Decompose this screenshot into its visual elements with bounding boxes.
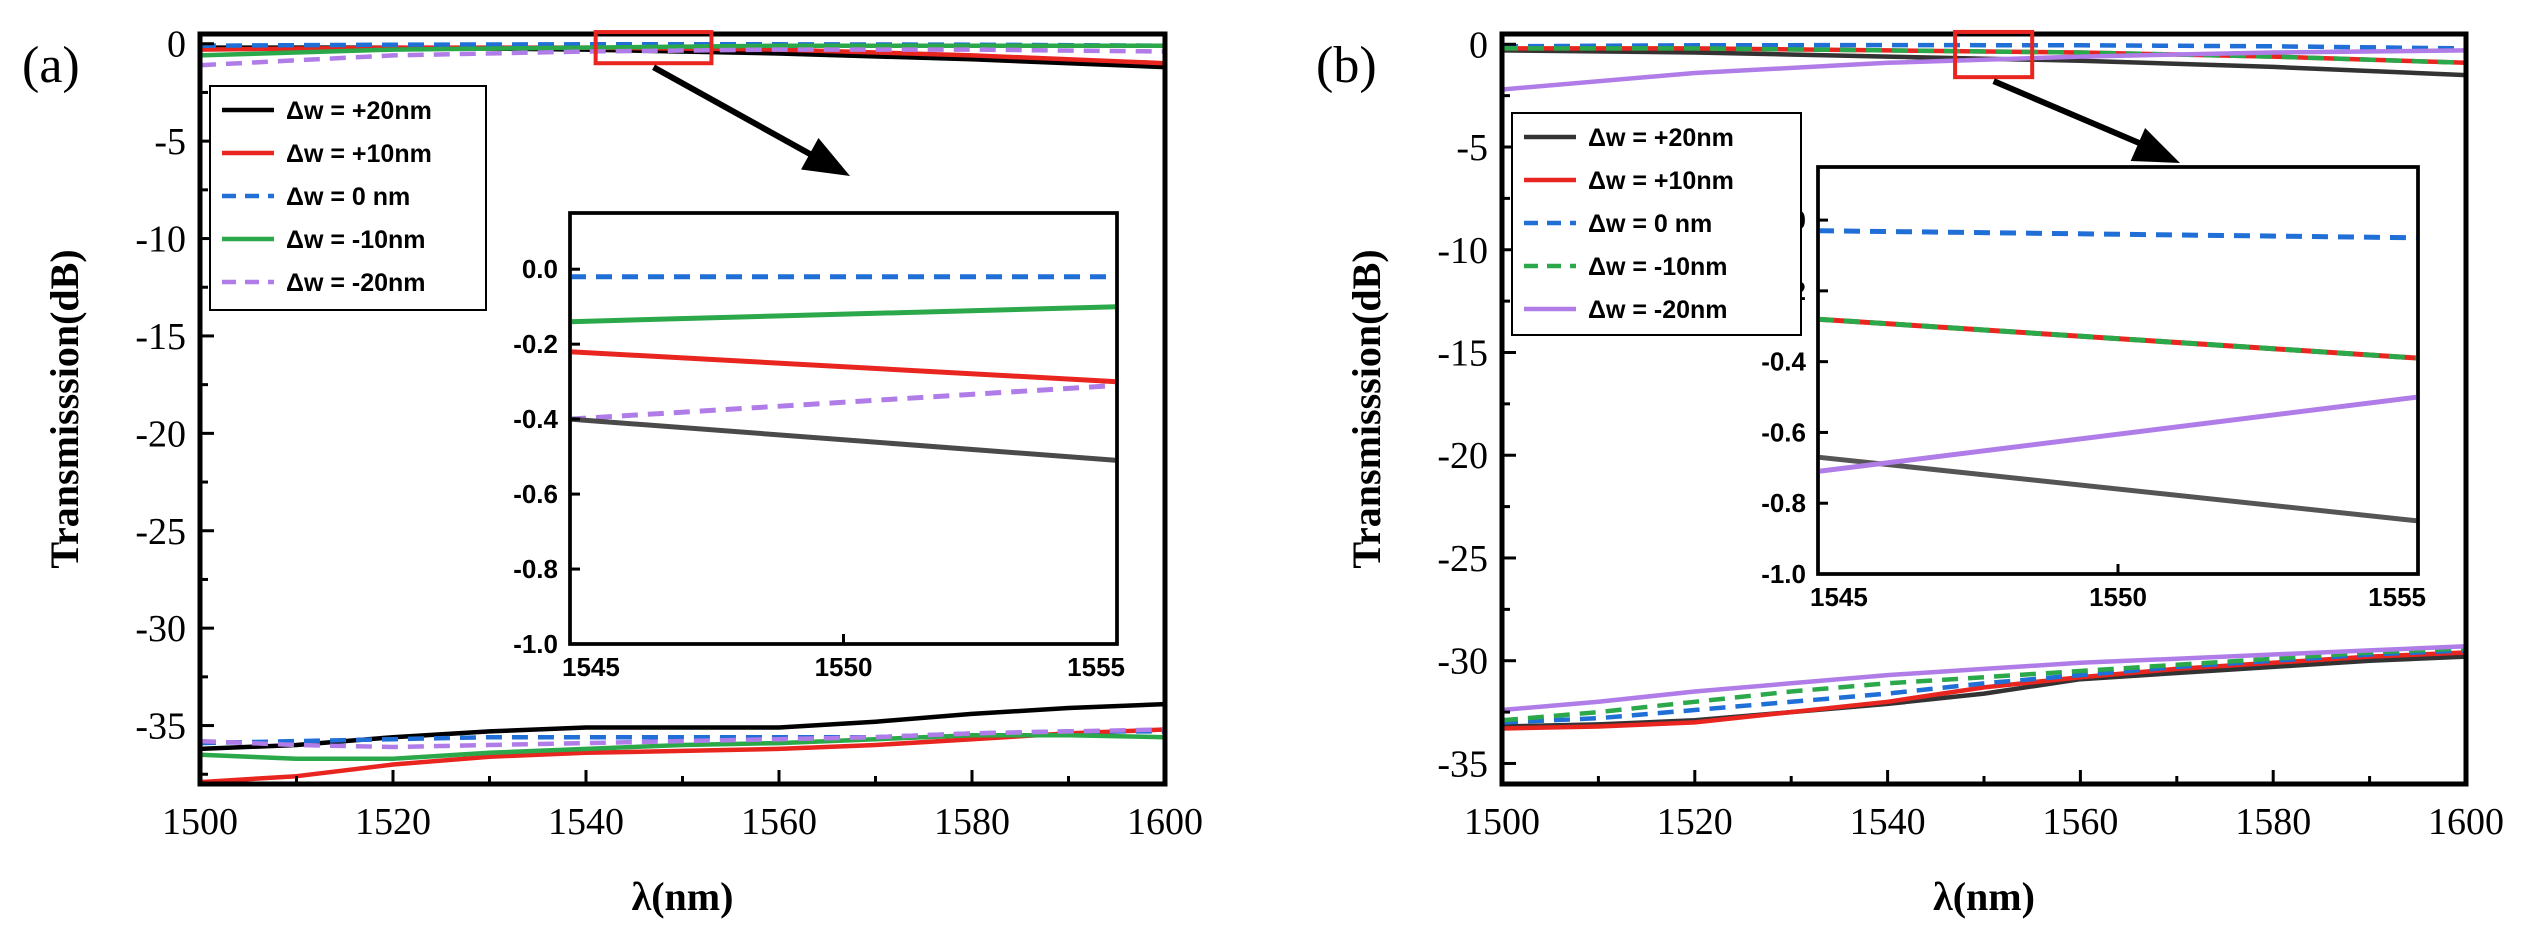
- legend-label-3: Δw = -10nm: [1588, 253, 1728, 281]
- y-tick-label: -30: [135, 608, 186, 650]
- x-axis-title: λ(nm): [632, 874, 734, 919]
- panel-b: 1500 1520 1540 1560 1580 1600 0 -5 -10 -15 -20 -25 -…: [1316, 24, 2504, 919]
- series-line-drop-3: [1502, 646, 2466, 723]
- inset-chart: 1545 1550 1555 0.0 -0.2 -0.4 -0.6 -0.8 -1.0: [513, 211, 1125, 682]
- legend-label-3: Δw = -10nm: [286, 226, 426, 254]
- series-line-drop-4: [200, 727, 1165, 750]
- y-tick-label: 0: [1469, 24, 1488, 66]
- legend-label-4: Δw = -20nm: [286, 269, 426, 297]
- zoom-arrow-line: [1992, 78, 2160, 154]
- y-tick-label: -15: [135, 316, 186, 358]
- series-line-through-3: [200, 43, 1165, 58]
- inset-x-tick-label: 1555: [1067, 652, 1125, 682]
- inset-series-line-0: [1817, 228, 2419, 241]
- y-tick-label: -20: [1437, 435, 1488, 477]
- inset-y-tick-label: -1.0: [513, 629, 558, 659]
- y-axis-title: Transmisssion(dB): [42, 249, 87, 568]
- series-line-drop-2: [1502, 648, 2466, 725]
- inset-y-tick-label: -0.4: [1761, 347, 1806, 377]
- panel-a: 1500 1520 1540 1560 1580 1600 0 -5 -10 -15 -20 -25 -…: [22, 24, 1203, 919]
- y-tick-label: -15: [1437, 332, 1488, 374]
- legend-label-1: Δw = +10nm: [1588, 167, 1734, 195]
- series-group: [1502, 42, 2466, 731]
- y-tick-label: -25: [135, 511, 186, 553]
- inset-frame: [568, 211, 1119, 646]
- panel-label: (b): [1316, 37, 1377, 94]
- x-tick-label: 1500: [162, 801, 238, 843]
- legend: Δw = +20nm Δw = +10nm Δw = 0 nm Δw = -10nm Δ…: [209, 85, 487, 311]
- x-tick-label: 1500: [1464, 801, 1540, 843]
- x-tick-label: 1580: [934, 801, 1010, 843]
- inset-y-tick-label: -1.0: [1761, 559, 1806, 589]
- legend: Δw = +20nm Δw = +10nm Δw = 0 nm Δw = -10nm Δ…: [1511, 112, 1802, 336]
- inset-y-tick-label: -0.8: [513, 554, 558, 584]
- y-tick-label: -30: [1437, 641, 1488, 683]
- inset-y-tick-label: -0.6: [1761, 417, 1806, 447]
- series-line-through-2: [200, 42, 1165, 48]
- x-tick-label: 1600: [1127, 801, 1203, 843]
- series-line-drop-1: [1502, 650, 2466, 731]
- x-tick-label: 1580: [2235, 801, 2311, 843]
- y-tick-label: -35: [135, 706, 186, 748]
- zoom-arrow-head: [2130, 128, 2180, 163]
- series-line-through-4: [200, 47, 1165, 68]
- legend-label-0: Δw = +20nm: [1588, 124, 1734, 152]
- inset-series-line-2: [569, 349, 1118, 385]
- inset-series-line-1: [569, 304, 1118, 325]
- legend-label-2: Δw = 0 nm: [286, 183, 410, 211]
- legend-label-2: Δw = 0 nm: [1588, 210, 1712, 238]
- inset-series-line-3: [569, 382, 1118, 422]
- inset-x-tick-label: 1550: [2089, 582, 2147, 612]
- zoom-box: [1953, 29, 2035, 80]
- inset-series-line-4: [1817, 394, 2419, 474]
- legend-label-1: Δw = +10nm: [286, 140, 432, 168]
- series-line-through-3: [1502, 46, 2466, 66]
- inset-y-tick-label: -0.8: [1761, 488, 1806, 518]
- zoom-box: [593, 30, 714, 66]
- x-tick-label: 1540: [1850, 801, 1926, 843]
- y-tick-label: -10: [135, 219, 186, 261]
- legend-label-0: Δw = +20nm: [286, 97, 432, 125]
- x-tick-label: 1520: [1657, 801, 1733, 843]
- inset-y-tick-label: -0.6: [513, 479, 558, 509]
- y-tick-label: -25: [1437, 538, 1488, 580]
- x-tick-label: 1600: [2428, 801, 2504, 843]
- x-tick-label: 1520: [355, 801, 431, 843]
- inset-x-tick-label: 1550: [815, 652, 873, 682]
- series-line-through-4: [1502, 48, 2466, 92]
- y-tick-label: -35: [1437, 743, 1488, 785]
- y-tick-label: -5: [1456, 127, 1488, 169]
- panel-label: (a): [22, 37, 80, 94]
- series-line-drop-3: [200, 733, 1165, 761]
- y-tick-label: -5: [154, 121, 186, 163]
- y-tick-label: 0: [167, 24, 186, 66]
- inset-x-tick-label: 1545: [1810, 582, 1868, 612]
- zoom-arrow-line: [652, 64, 830, 167]
- x-tick-label: 1560: [741, 801, 817, 843]
- zoom-arrow-head: [801, 137, 850, 176]
- inset-x-tick-label: 1545: [562, 652, 620, 682]
- y-tick-label: -10: [1437, 230, 1488, 272]
- inset-y-tick-label: -0.4: [513, 404, 558, 434]
- x-tick-label: 1540: [548, 801, 624, 843]
- series-line-through-2: [1502, 42, 2466, 51]
- inset-y-tick-label: 0.0: [522, 254, 558, 284]
- legend-label-4: Δw = -20nm: [1588, 296, 1728, 324]
- y-tick-label: -20: [135, 413, 186, 455]
- series-line-drop-2: [200, 729, 1165, 746]
- inset-series-line-2: [1817, 316, 2419, 361]
- series-line-drop-4: [1502, 644, 2466, 713]
- inset-series-line-4: [569, 416, 1118, 463]
- series-group: [200, 42, 1165, 784]
- inset-y-tick-label: -0.2: [513, 329, 558, 359]
- x-tick-label: 1560: [2042, 801, 2118, 843]
- inset-x-tick-label: 1555: [2368, 582, 2426, 612]
- y-axis-title: Transmisssion(dB): [1344, 249, 1389, 568]
- x-axis-title: λ(nm): [1933, 874, 2035, 919]
- inset-series-line-3: [1817, 454, 2419, 524]
